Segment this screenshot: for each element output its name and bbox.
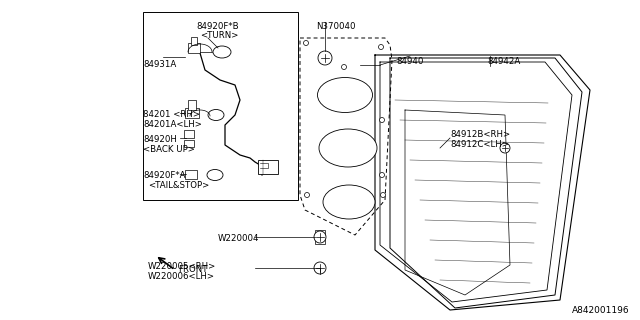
Circle shape [318, 51, 332, 65]
Circle shape [303, 41, 308, 45]
Bar [191, 37, 197, 45]
Circle shape [380, 172, 385, 178]
Text: <TURN>: <TURN> [200, 31, 238, 40]
Text: 84912C<LH>: 84912C<LH> [450, 140, 509, 149]
Ellipse shape [323, 185, 375, 219]
Text: 84201 <RH>: 84201 <RH> [143, 110, 200, 119]
Circle shape [380, 117, 385, 123]
Text: 84931A: 84931A [143, 60, 176, 69]
Bar [258, 160, 278, 174]
Text: 84940: 84940 [396, 57, 424, 66]
Text: 84920F*A: 84920F*A [143, 171, 186, 180]
Text: 84920H: 84920H [143, 135, 177, 144]
Bar [184, 140, 194, 147]
Text: A842001196: A842001196 [572, 306, 630, 315]
Circle shape [314, 262, 326, 274]
Bar [188, 43, 200, 53]
Text: N370040: N370040 [316, 22, 355, 31]
Bar [143, 12, 298, 200]
Text: 84920F*B: 84920F*B [196, 22, 239, 31]
Polygon shape [375, 55, 590, 310]
Bar [315, 230, 325, 244]
Ellipse shape [317, 77, 372, 113]
Circle shape [500, 143, 510, 153]
Ellipse shape [213, 46, 231, 58]
Text: W220004: W220004 [218, 234, 259, 243]
Text: <TAIL&STOP>: <TAIL&STOP> [148, 181, 209, 190]
Circle shape [378, 44, 383, 50]
Text: 84201A<LH>: 84201A<LH> [143, 120, 202, 129]
Ellipse shape [319, 129, 377, 167]
Bar [185, 170, 197, 179]
Ellipse shape [207, 170, 223, 180]
Circle shape [381, 193, 385, 197]
Text: 84912B<RH>: 84912B<RH> [450, 130, 510, 139]
Text: W220005<RH>: W220005<RH> [148, 262, 216, 271]
Bar [184, 130, 194, 138]
Bar [188, 100, 196, 110]
Circle shape [314, 231, 326, 243]
Bar [185, 108, 199, 118]
Text: <BACK UP>: <BACK UP> [143, 145, 195, 154]
Circle shape [342, 65, 346, 69]
Circle shape [305, 193, 310, 197]
Text: FRONT: FRONT [178, 265, 207, 274]
Text: 84942A: 84942A [487, 57, 520, 66]
Text: W220006<LH>: W220006<LH> [148, 272, 215, 281]
Ellipse shape [208, 109, 224, 121]
